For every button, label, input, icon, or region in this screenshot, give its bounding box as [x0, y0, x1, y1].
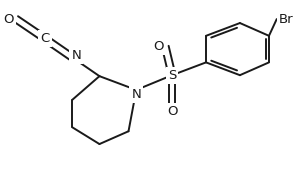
Text: C: C — [41, 32, 50, 45]
Text: S: S — [168, 69, 176, 82]
Text: O: O — [4, 13, 14, 26]
Text: O: O — [153, 40, 163, 53]
Text: N: N — [71, 49, 81, 62]
Text: Br: Br — [279, 13, 293, 26]
Text: N: N — [131, 88, 141, 101]
Text: O: O — [167, 105, 177, 118]
